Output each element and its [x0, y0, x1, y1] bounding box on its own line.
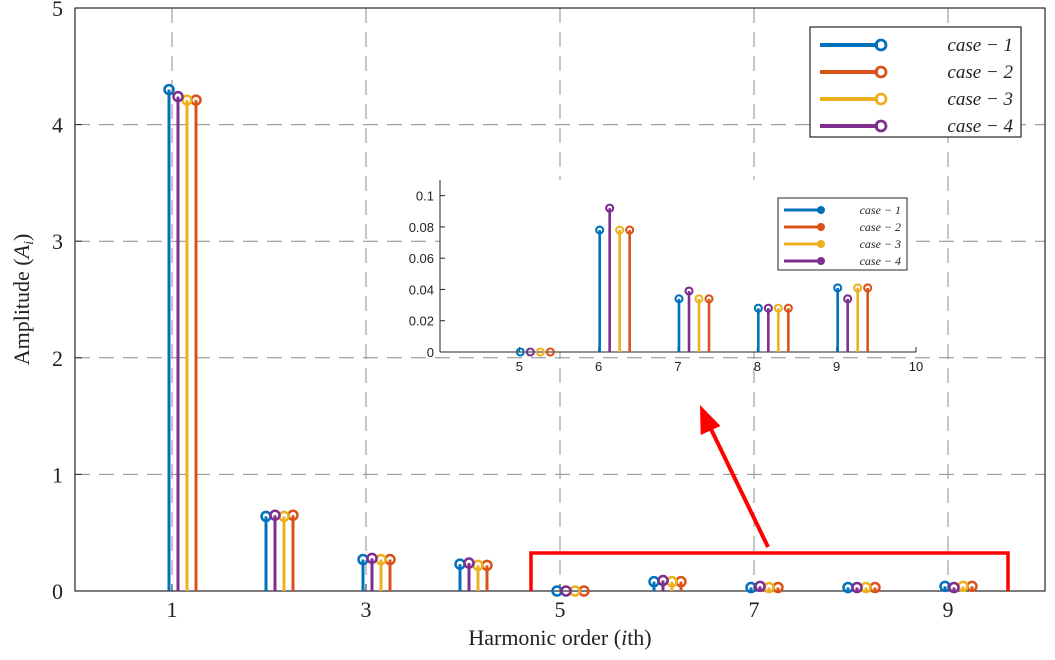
main-marker — [948, 581, 960, 594]
inset-legend-label: case − 1 — [860, 203, 901, 217]
x-axis-title-part: Harmonic order ( — [468, 625, 621, 650]
legend-marker — [874, 92, 888, 106]
y-tick-label: 2 — [52, 346, 63, 371]
inset-x-tick-label: 9 — [833, 359, 840, 374]
inset-marker — [694, 294, 704, 304]
zoom-arrow-head — [700, 405, 721, 435]
y-axis-title-part: i — [22, 241, 37, 245]
inset-marker — [525, 347, 535, 357]
inset-legend-label: case − 4 — [860, 254, 901, 268]
legend-label: case − 3 — [947, 89, 1013, 110]
zoom-arrow-shaft — [708, 426, 770, 548]
y-tick-label: 5 — [52, 0, 63, 21]
y-tick-label: 4 — [52, 113, 63, 138]
x-axis-title-part: th) — [627, 625, 651, 650]
inset-legend-marker — [817, 240, 825, 248]
inset-legend-marker — [817, 257, 825, 265]
inset-marker — [843, 294, 853, 304]
inset-x-tick-label: 8 — [754, 359, 761, 374]
inset-marker — [605, 203, 615, 213]
inset-marker — [704, 294, 714, 304]
inset-legend-label: case − 2 — [860, 220, 901, 234]
inset-marker — [615, 225, 625, 235]
y-tick-label: 3 — [52, 229, 63, 254]
y-tick-label: 1 — [52, 462, 63, 487]
main-marker — [163, 83, 175, 96]
main-marker — [366, 552, 378, 565]
inset-marker — [595, 225, 605, 235]
inset-marker — [684, 286, 694, 296]
inset-y-tick-label: 0.06 — [409, 251, 434, 266]
inset-marker — [863, 283, 873, 293]
inset-legend-marker — [817, 206, 825, 214]
legend-label: case − 1 — [947, 35, 1013, 56]
x-axis-title-part: i — [621, 625, 627, 650]
inset-x-tick-label: 7 — [674, 359, 681, 374]
inset-marker — [535, 347, 545, 357]
main-marker — [172, 90, 184, 103]
y-tick-label: 0 — [52, 579, 63, 604]
inset-stems — [515, 203, 873, 357]
main-marker — [851, 581, 863, 594]
inset-marker — [625, 225, 635, 235]
legend-marker — [874, 38, 888, 52]
main-marker — [463, 557, 475, 569]
inset-marker — [773, 303, 783, 313]
inset-y-tick-label: 0.02 — [409, 314, 434, 329]
inset-legend-label: case − 3 — [860, 237, 901, 251]
zoom-highlight-box — [529, 551, 1010, 591]
x-tick-label: 3 — [361, 597, 372, 622]
inset-marker — [833, 283, 843, 293]
main-marker — [560, 585, 572, 597]
inset-x-tick-label: 6 — [595, 359, 602, 374]
y-axis-title: Amplitude (Ai) — [9, 234, 37, 366]
inset-y-tick-label: 0.1 — [416, 189, 434, 204]
legend-marker — [874, 119, 888, 133]
inset-marker — [753, 303, 763, 313]
inset-legend: case − 1 case − 2 case − 3 case − 4 — [777, 197, 908, 271]
legend-label: case − 4 — [947, 116, 1013, 137]
y-axis-title-part: A — [9, 244, 34, 260]
x-tick-label: 1 — [167, 597, 178, 622]
inset-y-tick-label: 0 — [427, 345, 434, 360]
main-marker — [657, 574, 669, 587]
inset-y-tick-label: 0.08 — [409, 220, 434, 235]
main-legend: case − 1 case − 2 case − 3 case − 4 — [809, 26, 1022, 138]
inset-x-tick-label: 10 — [909, 359, 923, 374]
legend-label: case − 2 — [947, 62, 1013, 83]
inset-x-tick-label: 5 — [516, 359, 523, 374]
x-tick-label: 9 — [943, 597, 954, 622]
inset-marker — [515, 347, 525, 357]
main-marker — [754, 580, 766, 593]
x-axis-title: Harmonic order (ith) — [468, 625, 651, 650]
x-tick-label: 5 — [555, 597, 566, 622]
main-marker — [269, 509, 281, 521]
inset-marker — [674, 294, 684, 304]
inset-legend-marker — [817, 223, 825, 231]
inset-marker — [545, 347, 555, 357]
inset-y-tick-label: 0.04 — [409, 282, 434, 297]
inset-marker — [763, 303, 773, 313]
y-axis-title-part: Amplitude ( — [9, 258, 34, 365]
legend-marker — [874, 65, 888, 79]
x-tick-label: 7 — [749, 597, 760, 622]
inset-marker — [783, 303, 793, 313]
main-stems — [163, 83, 978, 597]
inset-marker — [853, 283, 863, 293]
y-axis-title-part: ) — [9, 234, 34, 241]
